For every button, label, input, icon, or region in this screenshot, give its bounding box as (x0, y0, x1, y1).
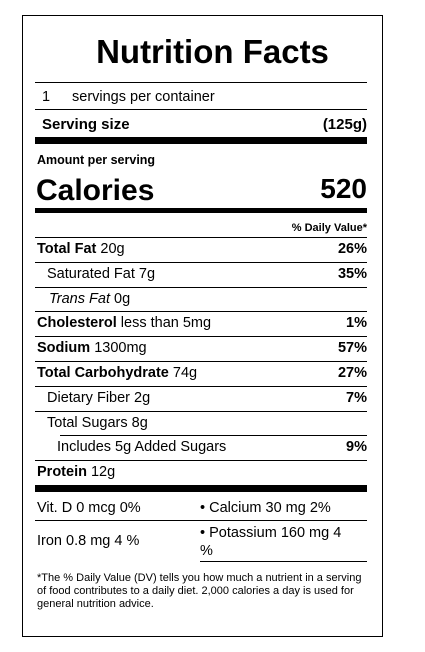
rule (35, 336, 367, 338)
nutrient-row: Saturated Fat 7g (47, 265, 155, 283)
nutrient-row: Total Carbohydrate 74g (37, 364, 197, 382)
nutrient-name: Dietary Fiber (47, 389, 130, 406)
rule (60, 435, 367, 437)
vitamin: • Calcium 30 mg 2% (200, 500, 331, 516)
title: Nutrition Facts (96, 33, 329, 70)
nutrient-name: Total Carbohydrate (37, 365, 169, 381)
nutrient-row: Trans Fat 0g (49, 290, 130, 308)
nutrient-amount: 0g (114, 290, 131, 307)
nutrient-amount: 12g (90, 464, 116, 481)
nutrient-amount: 1300mg (94, 340, 147, 357)
calories-value: 520 (320, 173, 367, 204)
rule (35, 460, 367, 462)
nutrient-amount: 74g (172, 365, 198, 381)
daily-value: 57% (337, 340, 367, 357)
footnote: *The % Daily Value (DV) tells you how mu… (37, 572, 362, 610)
daily-value: 1% (346, 315, 367, 332)
calories-label: Calories (36, 174, 155, 207)
nutrient-name: Cholesterol (37, 315, 117, 332)
thick-rule (35, 208, 367, 213)
daily-value: 35% (337, 265, 367, 282)
servings-label: servings per container (72, 89, 215, 105)
rule (200, 561, 367, 562)
nutrient-name: Saturated Fat (47, 265, 135, 282)
nutrient-amount: less than 5mg (120, 315, 212, 332)
nutrient-name: Total Fat (37, 241, 97, 257)
nutrient-amount: 7g (138, 265, 156, 282)
vitamin: • Potassium 160 mg 4 % (200, 525, 342, 559)
nutrient-name: Sodium (37, 340, 91, 357)
rule (35, 520, 367, 521)
nutrient-amount: 8g (131, 414, 148, 431)
nutrient-row: Dietary Fiber 2g (47, 389, 150, 407)
nutrient-row: Total Sugars 8g (47, 414, 148, 432)
daily-value: 9% (346, 439, 367, 456)
nutrient-row: Sodium 1300mg (37, 339, 147, 357)
rule (35, 237, 367, 238)
rule (35, 109, 367, 110)
rule (35, 361, 367, 362)
serving-size-value: (125g) (322, 116, 367, 133)
rule (35, 311, 367, 313)
nutrient-row: Total Fat 20g (37, 240, 125, 258)
thick-rule (35, 485, 367, 492)
rule (35, 82, 367, 83)
daily-value-header: % Daily Value* (291, 222, 367, 234)
nutrient-row: Includes 5g Added Sugars (57, 438, 226, 456)
nutrient-amount: 2g (134, 389, 151, 406)
rule (35, 385, 367, 387)
amount-per-serving: Amount per serving (37, 153, 156, 167)
nutrient-name: Protein (37, 464, 87, 481)
label-border (22, 15, 383, 637)
nutrient-name: Total Sugars (47, 414, 128, 431)
servings-count: 1 (42, 89, 51, 105)
rule (35, 286, 367, 288)
thick-rule (35, 137, 367, 144)
daily-value: 26% (337, 241, 367, 257)
nutrient-name: Includes 5g Added Sugars (57, 439, 227, 456)
rule (35, 261, 367, 263)
nutrient-row: Protein 12g (37, 463, 115, 481)
vitamin: Iron 0.8 mg 4 % (37, 533, 140, 549)
vitamin: Vit. D 0 mcg 0% (37, 500, 141, 516)
daily-value: 27% (337, 365, 367, 381)
nutrient-amount: 20g (100, 241, 125, 257)
nutrient-name: Trans Fat (49, 290, 110, 307)
serving-size-label: Serving size (42, 116, 130, 133)
rule (35, 410, 367, 412)
daily-value: 7% (346, 389, 367, 406)
nutrient-row: Cholesterol less than 5mg (37, 314, 211, 332)
